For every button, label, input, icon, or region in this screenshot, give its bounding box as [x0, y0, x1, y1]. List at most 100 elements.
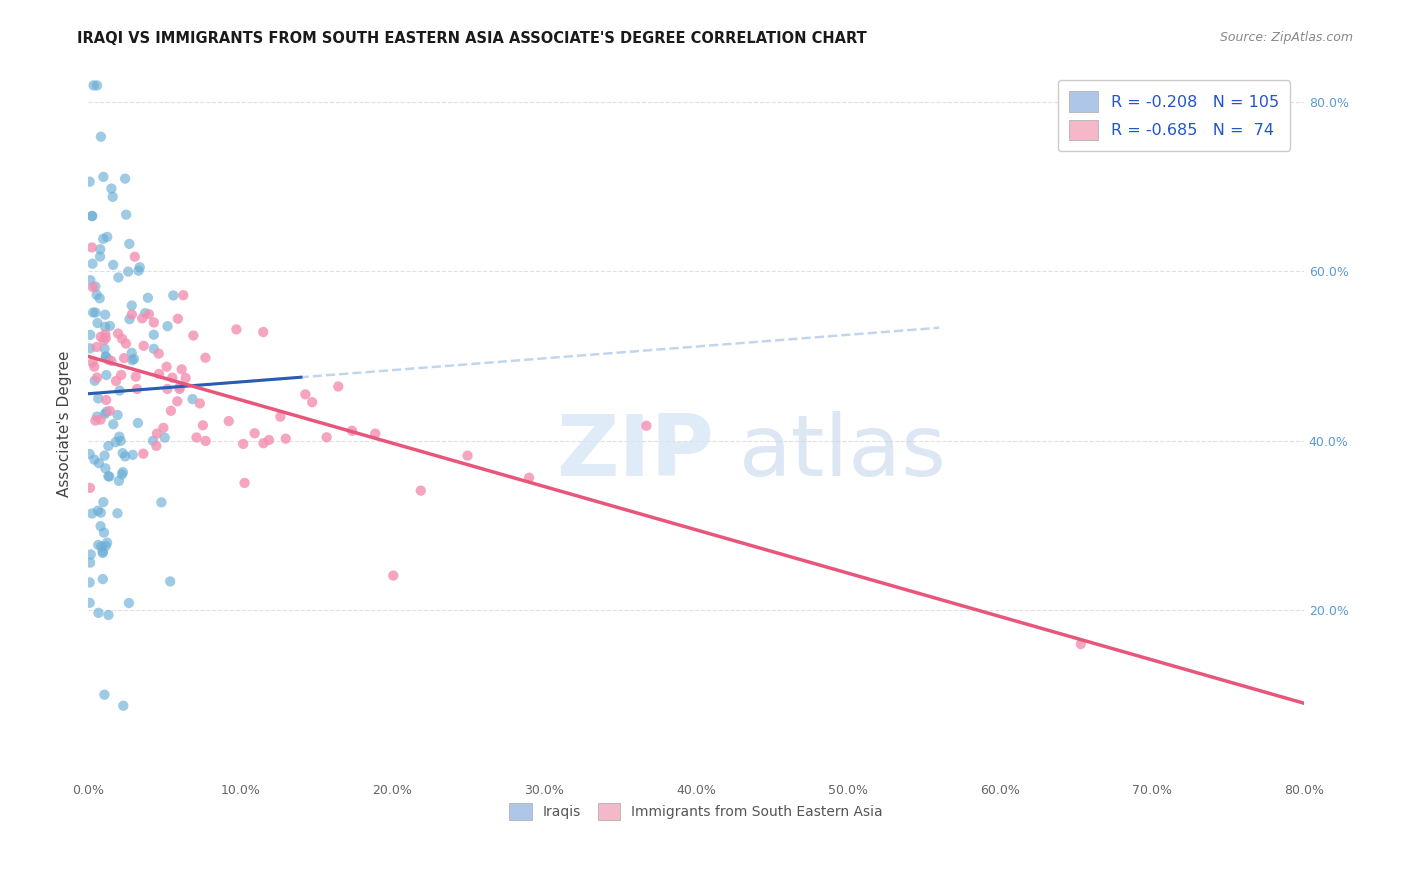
Point	[80, 209, 103, 223]
Point	[152, 421, 174, 435]
Point	[142, 327, 165, 342]
Text: IRAQI VS IMMIGRANTS FROM SOUTH EASTERN ASIA ASSOCIATE'S DEGREE CORRELATION CHART: IRAQI VS IMMIGRANTS FROM SOUTH EASTERN A…	[77, 31, 868, 46]
Point	[79, 575, 101, 590]
Point	[82, 355, 104, 369]
Point	[80, 507, 103, 521]
Point	[107, 408, 129, 422]
Point	[80, 548, 103, 562]
Point	[274, 432, 297, 446]
Point	[150, 495, 173, 509]
Point	[155, 359, 177, 374]
Point	[257, 433, 280, 447]
Point	[125, 369, 148, 384]
Point	[156, 319, 179, 334]
Point	[156, 382, 179, 396]
Point	[110, 368, 132, 382]
Text: atlas: atlas	[738, 410, 946, 493]
Point	[108, 384, 131, 398]
Point	[93, 334, 115, 348]
Point	[121, 448, 143, 462]
Point	[636, 418, 658, 433]
Point	[98, 404, 121, 418]
Point	[166, 394, 188, 409]
Point	[84, 305, 107, 319]
Point	[112, 698, 135, 713]
Point	[159, 574, 181, 589]
Point	[93, 169, 115, 184]
Point	[186, 431, 208, 445]
Point	[457, 449, 479, 463]
Point	[97, 439, 120, 453]
Point	[86, 78, 108, 93]
Point	[84, 414, 107, 428]
Point	[117, 265, 139, 279]
Legend: Iraqis, Immigrants from South Eastern Asia: Iraqis, Immigrants from South Eastern As…	[503, 797, 889, 825]
Point	[90, 129, 112, 144]
Point	[112, 351, 135, 365]
Point	[170, 362, 193, 376]
Point	[409, 483, 432, 498]
Point	[94, 407, 117, 421]
Point	[101, 190, 124, 204]
Point	[148, 367, 170, 381]
Point	[79, 273, 101, 287]
Point	[142, 434, 165, 448]
Point	[269, 409, 291, 424]
Point	[86, 287, 108, 301]
Point	[103, 258, 125, 272]
Point	[108, 474, 131, 488]
Point	[79, 596, 101, 610]
Point	[108, 430, 131, 444]
Point	[94, 350, 117, 364]
Point	[86, 409, 108, 424]
Point	[121, 299, 143, 313]
Text: Source: ZipAtlas.com: Source: ZipAtlas.com	[1219, 31, 1353, 45]
Point	[94, 350, 117, 364]
Point	[142, 316, 165, 330]
Point	[115, 208, 138, 222]
Point	[94, 319, 117, 334]
Point	[87, 503, 110, 517]
Point	[118, 596, 141, 610]
Point	[114, 450, 136, 464]
Point	[82, 280, 104, 294]
Point	[142, 342, 165, 356]
Point	[134, 306, 156, 320]
Point	[118, 236, 141, 251]
Point	[90, 330, 112, 344]
Point	[294, 387, 316, 401]
Point	[103, 417, 125, 432]
Point	[160, 404, 183, 418]
Point	[94, 331, 117, 345]
Point	[1070, 637, 1092, 651]
Point	[98, 318, 121, 333]
Point	[91, 232, 114, 246]
Point	[382, 568, 405, 582]
Point	[111, 465, 134, 479]
Point	[86, 340, 108, 354]
Point	[146, 426, 169, 441]
Y-axis label: Associate's Degree: Associate's Degree	[58, 351, 72, 497]
Point	[188, 396, 211, 410]
Point	[90, 519, 112, 533]
Point	[96, 392, 118, 407]
Point	[169, 380, 191, 394]
Point	[91, 544, 114, 558]
Point	[128, 263, 150, 277]
Point	[111, 467, 134, 482]
Point	[153, 431, 176, 445]
Point	[172, 288, 194, 302]
Point	[131, 311, 153, 326]
Point	[100, 181, 122, 195]
Point	[83, 374, 105, 388]
Point	[169, 382, 191, 396]
Point	[194, 434, 217, 448]
Point	[86, 316, 108, 330]
Point	[127, 382, 149, 396]
Point	[87, 606, 110, 620]
Point	[162, 370, 184, 384]
Point	[328, 379, 350, 393]
Point	[94, 327, 117, 342]
Point	[94, 308, 117, 322]
Point	[252, 325, 274, 339]
